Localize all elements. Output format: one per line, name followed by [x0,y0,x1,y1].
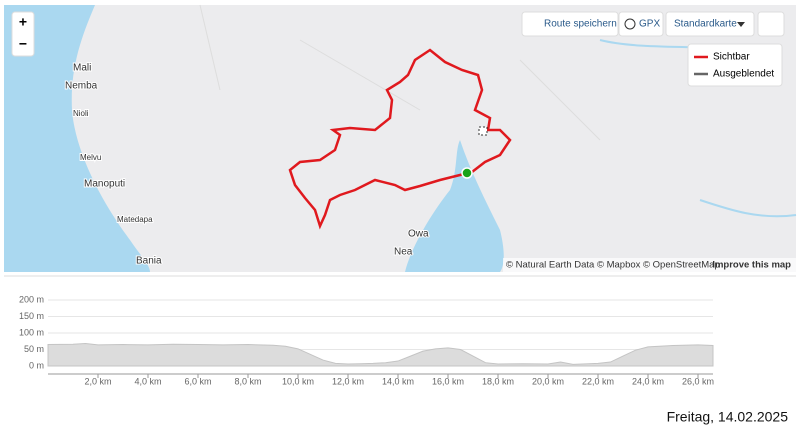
legend-label: Ausgeblendet [713,69,774,80]
x-tick-label: 16,0 km [432,376,464,386]
place: Bania [136,256,162,267]
road [199,4,601,141]
button-label: Standardkarte [674,19,737,30]
footer-date: Freitag, 14.02.2025 [667,409,789,425]
fullscreen-button[interactable] [757,11,785,37]
elevation-area [47,343,714,367]
place: Mali [73,63,91,74]
finish-marker [478,126,488,136]
y-tick-label: 200 m [19,294,44,304]
x-tick-label: 6,0 km [184,376,211,386]
gpx-button[interactable] [618,11,664,37]
x-tick-label: 26,0 km [682,376,714,386]
zoom-control [11,11,35,57]
improve-link[interactable]: Improve this map [712,260,791,271]
style-button[interactable] [665,11,755,37]
zoom-out[interactable]: − [19,36,27,52]
ocean [4,5,150,272]
map[interactable] [4,5,796,272]
y-tick-label: 100 m [19,327,44,337]
place-labels: Mali Nemba Nioli Melvu Manoputi Matedapa… [64,62,430,268]
y-tick-label: 150 m [19,311,44,321]
x-tick-label: 14,0 km [382,376,414,386]
button-label: Route speichern [544,19,617,30]
x-tick-label: 8,0 km [234,376,261,386]
place: Owa [408,229,429,240]
x-tick-label: 20,0 km [532,376,564,386]
x-tick-label: 12,0 km [332,376,364,386]
save-route-button[interactable] [521,11,619,37]
place: Nemba [65,81,98,92]
place: Melvu [80,153,101,162]
x-tick-label: 4,0 km [134,376,161,386]
place: Nioli [73,109,89,118]
y-tick-label: 0 m [29,360,44,370]
legend [687,43,783,87]
dropdown-caret [737,22,745,27]
lake [405,140,504,272]
legend-label: Sichtbar [713,52,750,63]
icon [624,18,636,30]
button-label: GPX [639,19,660,30]
place: Nea [394,247,413,258]
y-tick-label: 50 m [24,344,44,354]
attribution: © Natural Earth Data © Mapbox © OpenStre… [506,260,720,271]
x-tick-label: 2,0 km [84,376,111,386]
x-tick-label: 22,0 km [582,376,614,386]
zoom-in[interactable]: + [19,14,27,30]
place: Matedapa [117,215,153,224]
x-tick-label: 18,0 km [482,376,514,386]
x-tick-label: 10,0 km [282,376,314,386]
x-tick-label: 24,0 km [632,376,664,386]
place: Manoputi [84,179,125,190]
route [288,48,512,230]
attribution-box [503,258,796,272]
start-marker [461,167,473,179]
